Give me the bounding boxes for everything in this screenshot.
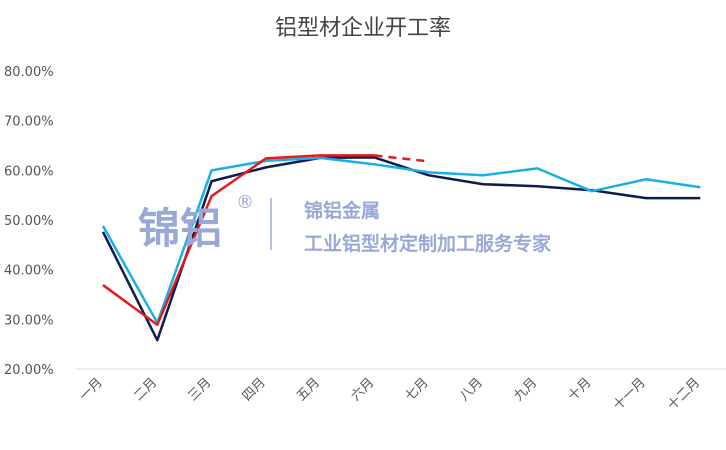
watermark-line1: 锦铝金属 — [304, 200, 381, 222]
y-tick-label: 50.00% — [4, 214, 54, 229]
watermark-divider — [270, 198, 272, 250]
x-tick-label: 一月 — [77, 375, 106, 404]
x-tick-label: 四月 — [240, 375, 269, 404]
y-tick-label: 60.00% — [4, 164, 54, 179]
x-tick-label: 九月 — [511, 375, 540, 404]
y-tick-label: 70.00% — [4, 115, 54, 130]
x-tick-label: 七月 — [403, 375, 432, 404]
chart-title: 铝型材企业开工率 — [274, 16, 451, 41]
y-tick-label: 40.00% — [4, 264, 54, 279]
watermark-logo: 锦铝 — [138, 204, 223, 253]
x-tick-label: 二月 — [131, 375, 160, 404]
x-tick-label: 十一月 — [611, 375, 649, 413]
watermark-registered-mark: ® — [236, 192, 254, 213]
y-tick-label: 80.00% — [4, 65, 54, 80]
series-line-3 — [102, 154, 375, 327]
watermark-line2: 工业铝型材定制加工服务专家 — [304, 233, 552, 255]
y-tick-label: 20.00% — [4, 363, 54, 378]
series-forecast-line-3 — [374, 154, 429, 163]
x-tick-label: 五月 — [294, 375, 323, 404]
x-tick-label: 八月 — [457, 375, 486, 404]
series-line-2 — [101, 156, 701, 325]
x-tick-label: 十月 — [566, 375, 595, 404]
series-line-1 — [101, 156, 701, 342]
x-tick-label: 十二月 — [665, 375, 703, 413]
y-tick-label: 30.00% — [4, 313, 54, 328]
x-tick-label: 六月 — [348, 375, 377, 404]
x-tick-label: 三月 — [185, 375, 214, 404]
